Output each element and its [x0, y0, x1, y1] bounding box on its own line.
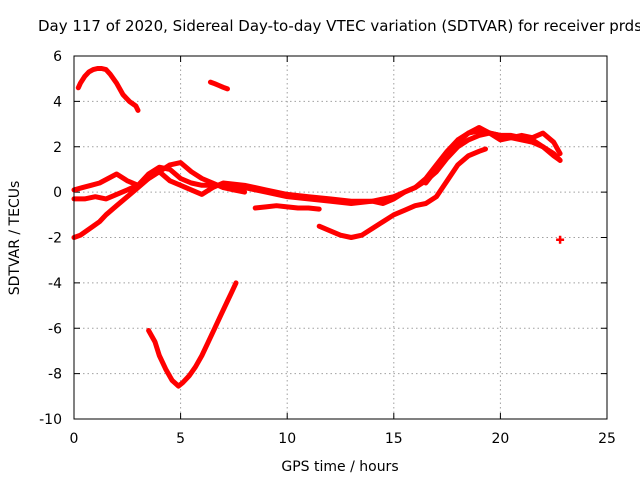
x-axis-label: GPS time / hours — [281, 459, 398, 475]
y-tick-label: 6 — [53, 49, 62, 65]
x-tick-labels: 0 5 10 15 20 25 — [70, 431, 616, 447]
x-tick-label: 20 — [491, 431, 509, 447]
y-axis-label: SDTVAR / TECUs — [7, 181, 23, 296]
y-tick-labels: -10 -8 -6 -4 -2 0 2 4 6 — [39, 49, 62, 428]
series-arc-D — [252, 203, 322, 212]
series-arc-high-early — [75, 66, 141, 113]
plot-area — [71, 66, 565, 389]
y-tick-label: -4 — [48, 276, 62, 292]
x-tick-label: 15 — [385, 431, 403, 447]
y-tick-label: -6 — [48, 321, 62, 337]
x-tick-label: 25 — [598, 431, 616, 447]
series-arc-B — [71, 128, 563, 206]
series-arc-short-7h — [207, 79, 230, 92]
y-tick-label: -8 — [48, 367, 62, 383]
x-tick-label: 0 — [70, 431, 79, 447]
series-arc-E — [316, 146, 488, 240]
data-point-point-late — [556, 235, 565, 244]
series-arc-low-dip — [146, 280, 239, 389]
series-arc-C — [71, 160, 248, 202]
x-tick-label: 10 — [278, 431, 296, 447]
chart-title: Day 117 of 2020, Sidereal Day-to-day VTE… — [38, 17, 640, 35]
y-tick-label: 0 — [53, 185, 62, 201]
series-arc-F — [423, 125, 563, 186]
plot-frame — [73, 55, 608, 420]
y-tick-label: 2 — [53, 140, 62, 156]
x-tick-label: 5 — [176, 431, 185, 447]
y-tick-label: -10 — [39, 412, 62, 428]
y-tick-label: -2 — [48, 231, 62, 247]
y-tick-label: 4 — [53, 94, 62, 110]
